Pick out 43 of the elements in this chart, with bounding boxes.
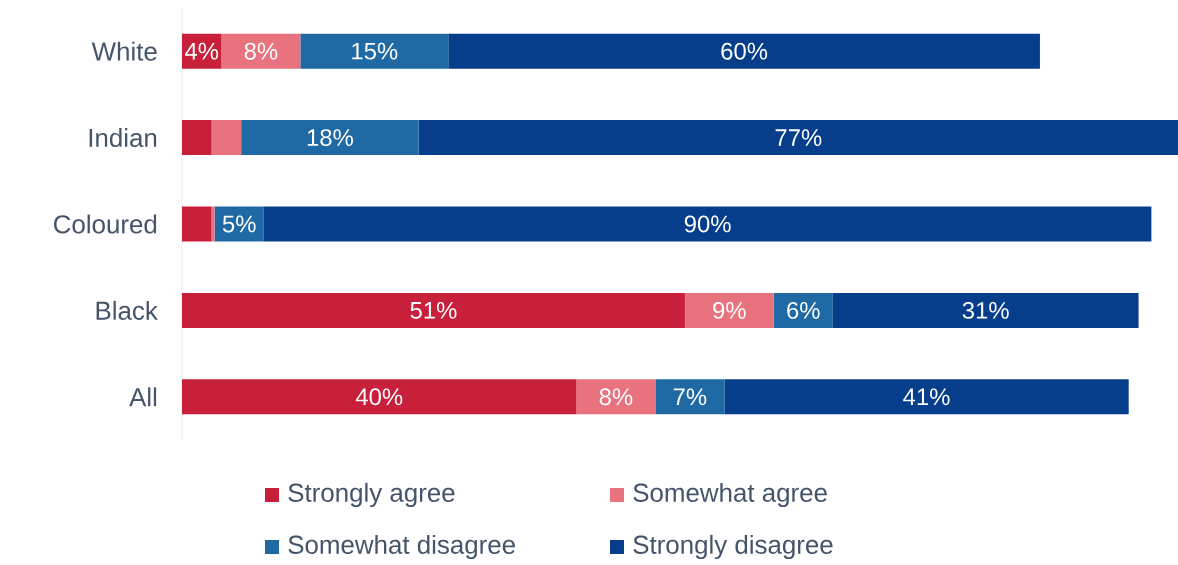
y-tick-label: All [129, 387, 157, 407]
y-tick-label: White [91, 41, 157, 61]
data-label: 77% [775, 129, 822, 146]
data-label: 8% [599, 388, 633, 406]
y-tick-label: Indian [89, 128, 157, 148]
data-label: 31% [962, 301, 1009, 319]
bar [182, 120, 212, 156]
y-tick-label: Coloured [54, 214, 157, 234]
bar [211, 120, 242, 156]
bar [182, 379, 577, 415]
legend-label: Strongly agree [288, 482, 455, 508]
bar [832, 292, 1139, 328]
data-label: 15% [352, 42, 398, 60]
bar [300, 33, 449, 69]
data-label: 8% [244, 42, 278, 60]
legend-label: Somewhat disagree [288, 534, 515, 560]
bar [241, 120, 419, 156]
bar [448, 33, 1040, 69]
legend-label: Somewhat agree [633, 482, 827, 508]
data-label: 60% [721, 42, 768, 60]
bar [684, 292, 774, 328]
bar [724, 379, 1129, 415]
data-label: 40% [355, 388, 403, 406]
data-label: 51% [410, 301, 457, 319]
data-label: 7% [673, 388, 707, 406]
y-tick-label: Black [96, 300, 158, 320]
bar [655, 379, 725, 415]
bar [263, 206, 1152, 242]
data-label: 41% [903, 388, 950, 406]
data-label: 90% [684, 215, 731, 233]
bar [182, 292, 685, 328]
data-label: 5% [222, 215, 256, 233]
bar [211, 206, 215, 242]
bar [221, 33, 301, 69]
legend-label: Strongly disagree [633, 534, 833, 560]
data-label: 6% [787, 301, 820, 319]
bar [773, 292, 833, 328]
bar [576, 379, 656, 415]
bar [182, 206, 212, 242]
bar [418, 120, 1178, 156]
data-label: 18% [307, 129, 353, 147]
data-label: 9% [713, 301, 746, 319]
data-label: 4% [185, 42, 219, 60]
